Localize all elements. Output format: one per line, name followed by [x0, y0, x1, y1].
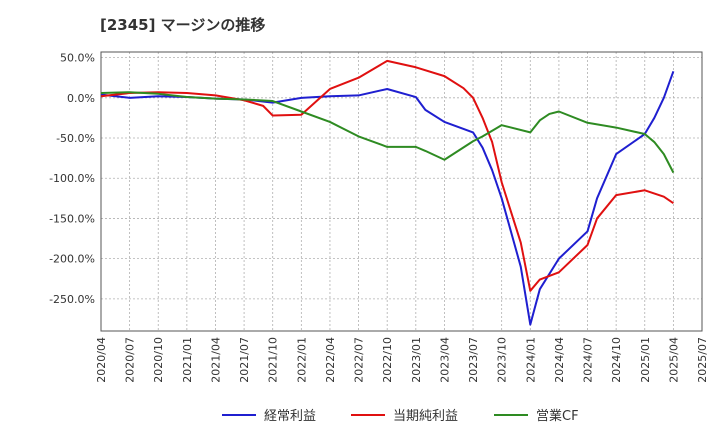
x-tick-label: 2021/01 — [181, 337, 194, 383]
y-tick-label: -250.0% — [49, 293, 95, 306]
y-tick-label: -50.0% — [56, 132, 95, 145]
chart-title: [2345] マージンの推移 — [100, 16, 265, 34]
x-tick-label: 2024/04 — [553, 337, 566, 383]
x-tick-label: 2021/10 — [267, 337, 280, 383]
x-tick-label: 2024/07 — [582, 337, 595, 383]
x-tick-label: 2025/07 — [696, 337, 709, 383]
legend-label-2: 当期純利益 — [393, 409, 458, 424]
legend-label-3: 営業CF — [536, 408, 579, 424]
grid — [100, 52, 703, 331]
x-tick-label: 2025/01 — [639, 337, 652, 383]
legend-label-1: 経常利益 — [264, 409, 316, 424]
y-tick-label: 50.0% — [60, 52, 95, 65]
x-tick-label: 2025/04 — [667, 337, 680, 383]
x-tick-label: 2020/07 — [124, 337, 137, 383]
y-tick-label: -150.0% — [49, 212, 95, 225]
x-tick-label: 2022/07 — [353, 337, 366, 383]
series-line-3 — [100, 91, 675, 174]
x-tick-label: 2021/04 — [209, 337, 222, 383]
y-tick-label: 0.0% — [67, 92, 95, 105]
x-tick-label: 2020/04 — [95, 337, 108, 383]
y-tick-label: -100.0% — [49, 172, 95, 185]
x-tick-label: 2021/07 — [238, 337, 251, 383]
x-tick-label: 2024/10 — [610, 337, 623, 383]
legend: 経常利益 当期純利益 営業CF — [222, 408, 579, 424]
x-tick-label: 2020/10 — [152, 337, 165, 383]
x-tick-label: 2023/01 — [410, 337, 423, 383]
x-tick-label: 2022/01 — [295, 337, 308, 383]
x-axis: 2020/04 2020/07 2020/10 2021/01 2021/04 2021/… — [95, 337, 709, 383]
x-tick-label: 2023/07 — [467, 337, 480, 383]
x-tick-label: 2024/01 — [524, 337, 537, 383]
x-tick-label: 2023/04 — [438, 337, 451, 383]
x-tick-label: 2022/10 — [381, 337, 394, 383]
series-group — [100, 59, 675, 326]
plot-frame — [100, 51, 703, 332]
y-tick-label: -200.0% — [49, 253, 95, 266]
x-tick-label: 2023/10 — [496, 337, 509, 383]
y-axis: 50.0% 0.0% -50.0% -100.0% -150.0% -200.0% -250… — [49, 52, 95, 306]
x-tick-label: 2022/04 — [324, 337, 337, 383]
